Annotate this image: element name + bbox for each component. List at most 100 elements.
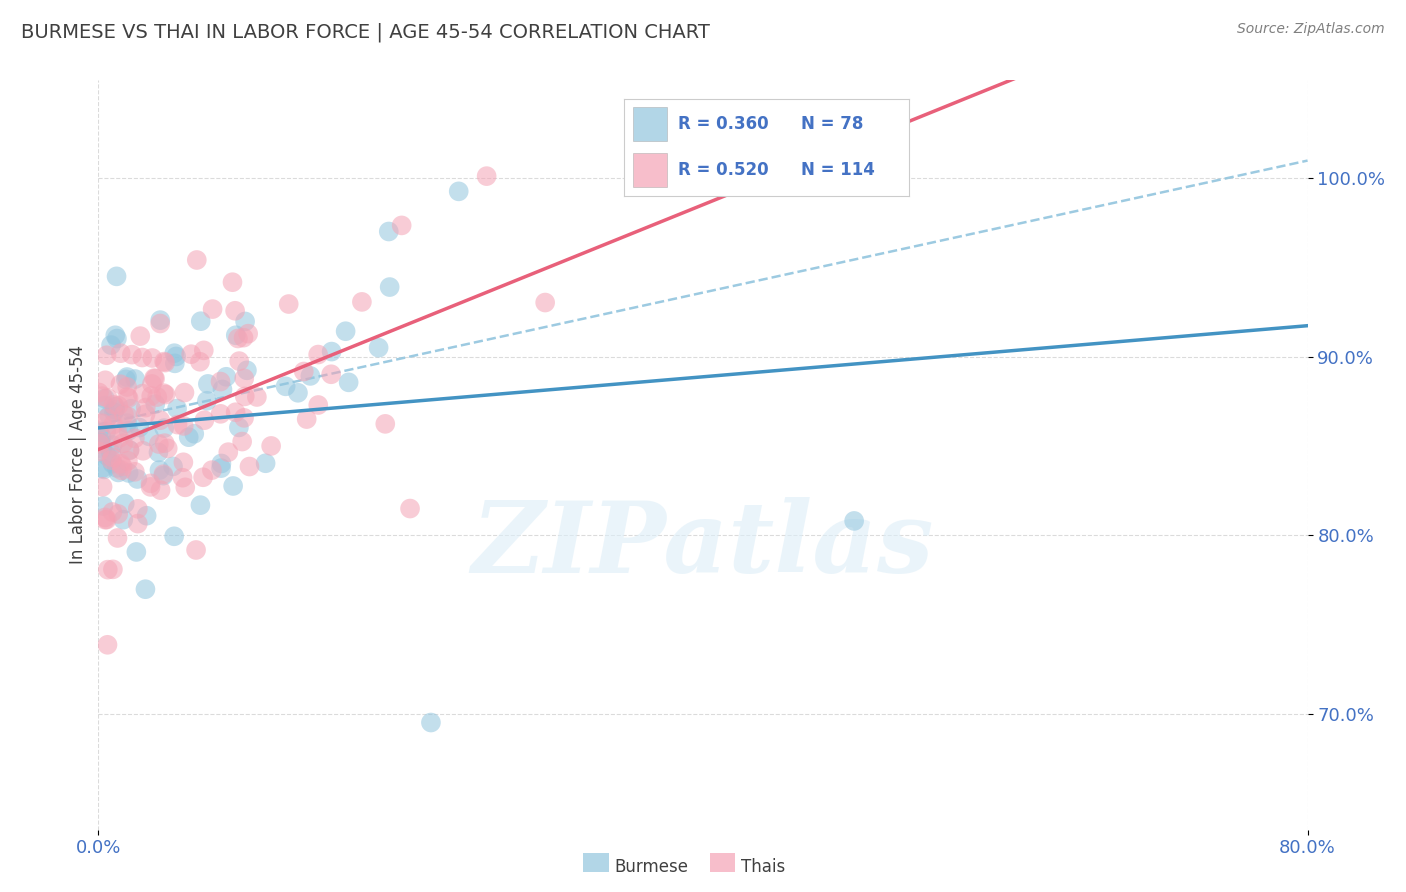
Point [117,390,139,404]
Point [87,444,110,458]
Point [177,430,200,444]
Point [236,363,259,377]
Point [91,389,114,403]
Point [225,328,247,343]
Point [94,513,117,527]
Point [103,405,125,419]
Point [225,405,247,419]
Point [111,463,134,477]
Point [201,302,224,317]
Point [844,514,866,528]
Point [232,331,254,345]
Point [117,391,139,405]
Point [201,463,224,477]
Point [180,347,202,361]
Point [321,344,343,359]
Point [149,413,172,427]
Point [350,294,373,309]
Point [105,332,128,346]
Point [131,351,153,365]
Point [211,383,233,397]
Point [534,295,557,310]
Point [335,324,357,338]
Point [104,328,127,343]
Point [110,457,132,471]
Point [224,303,246,318]
Point [221,275,243,289]
Point [112,513,135,527]
Point [139,476,162,491]
Point [135,401,157,415]
Point [127,501,149,516]
Point [307,398,329,412]
Point [111,459,134,474]
Point [105,269,128,284]
Point [107,531,129,545]
Point [152,386,174,401]
Point [103,417,125,432]
Point [94,392,117,406]
Point [228,420,250,434]
Point [193,343,215,358]
Point [107,466,129,480]
Point [172,455,194,469]
Point [162,459,184,474]
Point [112,408,135,422]
Point [110,377,132,392]
Point [105,425,128,439]
Point [117,409,139,424]
Point [125,545,148,559]
Point [90,434,112,449]
Point [447,185,470,199]
Point [114,372,136,386]
Point [184,543,207,558]
Point [138,429,160,443]
Point [115,380,138,394]
Point [163,529,186,543]
Point [153,421,176,435]
Point [108,431,131,445]
Point [209,457,232,471]
Point [118,443,141,458]
Point [374,417,396,431]
Point [143,397,166,411]
Point [101,438,124,452]
Point [163,346,186,360]
Point [260,439,283,453]
Point [209,407,232,421]
Point [104,402,127,417]
Point [107,399,129,413]
Point [87,424,110,438]
Point [149,317,172,331]
Point [135,508,157,523]
Point [141,376,163,391]
Point [96,449,118,463]
Point [174,480,197,494]
Point [163,356,186,370]
Point [115,416,138,430]
Point [93,462,115,476]
Point [101,450,124,465]
Point [141,389,163,403]
Point [93,499,115,513]
Text: ZIPatlas: ZIPatlas [472,497,934,593]
Point [127,472,149,486]
Point [238,459,260,474]
Point [124,465,146,479]
Point [173,418,195,433]
Point [367,341,389,355]
Point [149,313,172,327]
Point [89,434,111,449]
Point [190,498,212,512]
Point [129,329,152,343]
Point [166,417,188,432]
Point [153,354,176,368]
Point [100,453,122,467]
Point [186,252,208,267]
Point [226,331,249,345]
Point [246,390,269,404]
Point [378,280,401,294]
Point [254,456,277,470]
Point [124,372,146,386]
Point [148,463,170,477]
